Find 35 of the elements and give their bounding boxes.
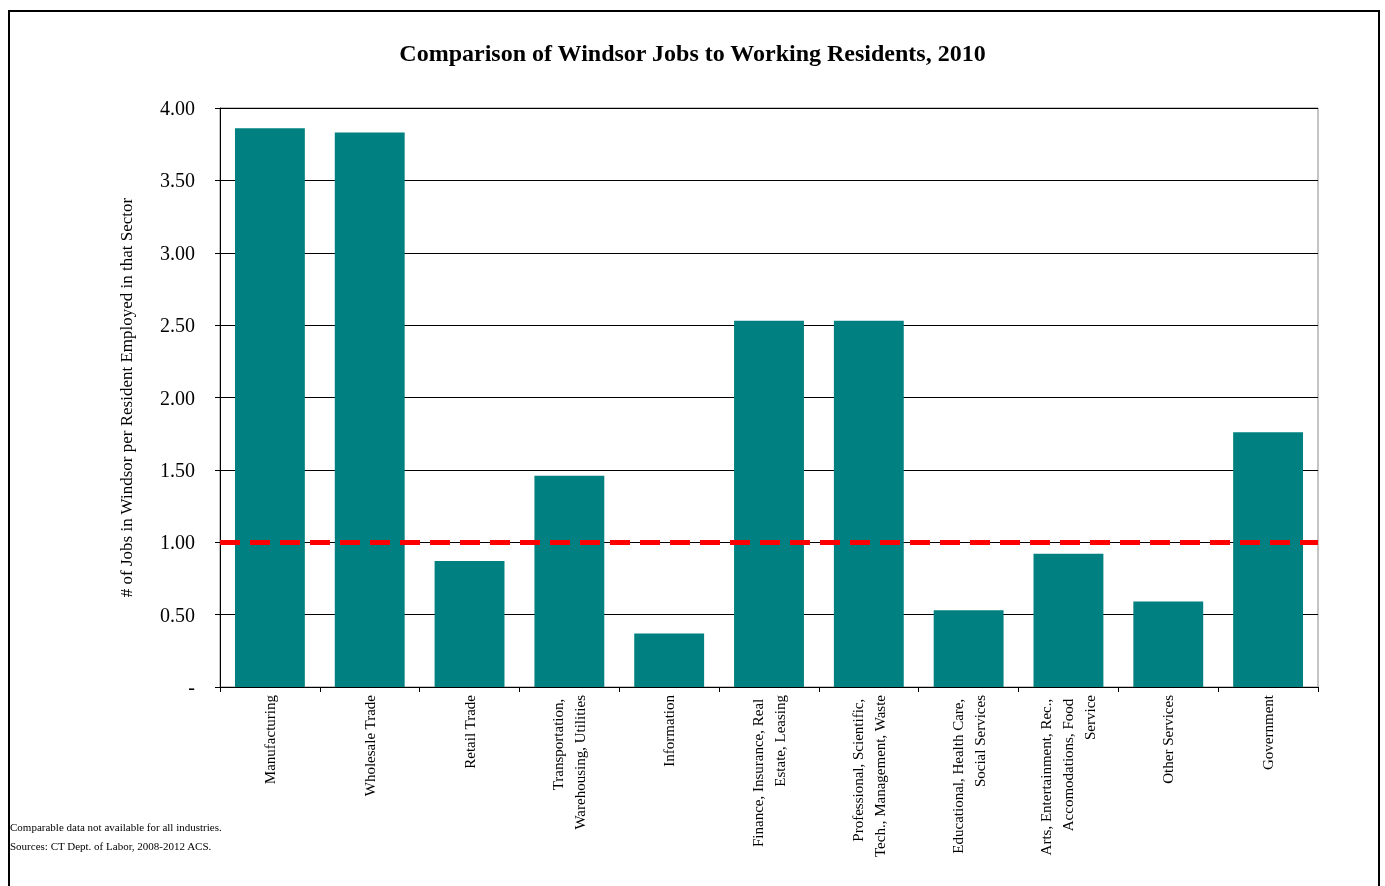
x-tick-label: Government: [1260, 694, 1277, 770]
x-tick-label: Other Services: [1160, 694, 1177, 784]
y-tick-label: 4.00: [160, 97, 195, 119]
x-tick-label: Finance, Insurance, Real Estate, Leasing: [750, 694, 788, 848]
x-tick-label: Arts, Entertainment, Rec., Accomodations, Food Service: [1038, 694, 1099, 856]
y-tick-label: 2.50: [160, 314, 195, 337]
bar: [1233, 432, 1304, 687]
x-tick-label: Professional, Scientific, Tech., Management, Waste: [849, 694, 888, 857]
y-tick-label: 2.00: [160, 386, 195, 409]
y-tick-label: 0.50: [160, 603, 195, 626]
bar: [1033, 553, 1104, 687]
text: Comparable data not available for all industries.: [10, 820, 223, 835]
y-tick-label: 1.50: [160, 458, 195, 481]
x-tick-label: Transportation, Warehousing, Utilities: [550, 694, 589, 830]
x-tick-label: Manufacturing: [261, 694, 278, 785]
y-tick-label: -: [188, 676, 195, 698]
x-tick-label: Educational, Health Care, Social Services: [949, 694, 988, 854]
y-tick-label: 1.00: [160, 531, 195, 554]
x-tick-label: Information: [661, 694, 678, 767]
bar: [634, 633, 705, 687]
bar: [434, 561, 505, 687]
y-tick-label: 3.00: [160, 241, 195, 264]
bar: [1133, 601, 1204, 687]
x-tick-label: Wholesale Trade: [361, 694, 378, 797]
y-tick-label: 3.50: [160, 169, 195, 192]
bar: [534, 475, 605, 687]
bar: [334, 132, 405, 687]
bar: [234, 128, 305, 687]
chart-title: Comparison of Windsor Jobs to Working Residents, 2010: [399, 40, 986, 66]
y-axis-title: # of Jobs in Windsor per Resident Employed in that Sector: [117, 197, 136, 598]
bar: [833, 320, 904, 687]
bar: [734, 320, 804, 687]
source-note: Sources: CT Dept. of Labor, 2008-2012 ACS.: [10, 839, 213, 854]
x-tick-label: Retail Trade: [461, 694, 478, 769]
bar: [933, 610, 1004, 687]
